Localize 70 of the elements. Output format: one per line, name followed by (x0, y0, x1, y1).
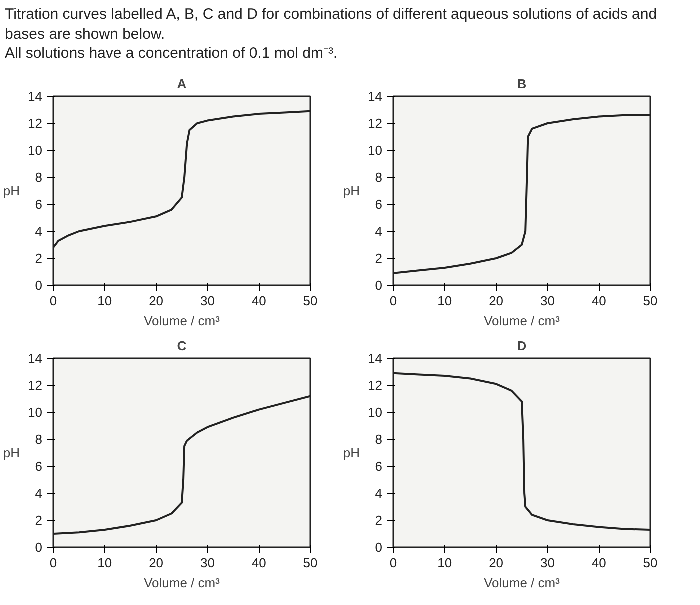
y-tick-label: 0 (375, 278, 383, 292)
x-tick-label: 10 (98, 293, 112, 308)
y-axis-title: pH (3, 445, 20, 460)
x-axis-title: Volume / cm³ (144, 575, 221, 590)
y-tick-label: 10 (28, 404, 43, 420)
text: Titration curves labelled A, B, C and D for combinations of different aqueous solutions of acids and bases are shown below. (5, 6, 658, 42)
x-tick-label: 20 (489, 293, 504, 308)
x-tick-label: 20 (149, 555, 164, 570)
chart-title: D (517, 338, 527, 353)
x-tick-label: 30 (200, 293, 215, 308)
y-tick-label: 12 (368, 378, 383, 392)
y-tick-label: 14 (368, 88, 383, 104)
y-tick-label: 8 (35, 170, 43, 184)
y-tick-label: 10 (368, 142, 383, 158)
x-tick-label: 50 (643, 293, 658, 308)
y-tick-label: 14 (28, 350, 43, 366)
y-tick-label: 2 (375, 250, 383, 266)
x-tick-label: 40 (592, 293, 606, 308)
y-tick-label: 12 (368, 116, 383, 130)
x-axis-title: Volume / cm³ (484, 575, 561, 590)
y-tick-label: 6 (35, 196, 43, 212)
x-tick-label: 40 (252, 555, 266, 570)
x-tick-label: 0 (390, 293, 398, 308)
y-tick-label: 12 (28, 116, 43, 130)
y-tick-label: 8 (35, 432, 43, 446)
x-tick-label: 20 (149, 293, 164, 308)
x-axis-title: Volume / cm³ (144, 313, 221, 328)
y-tick-label: 4 (35, 486, 43, 500)
chart-title: B (517, 76, 527, 91)
y-tick-label: 10 (28, 142, 43, 158)
y-tick-label: 4 (35, 224, 43, 238)
y-tick-label: 0 (35, 540, 43, 554)
y-tick-label: 14 (28, 88, 43, 104)
x-tick-label: 50 (303, 555, 318, 570)
x-tick-label: 40 (252, 293, 266, 308)
x-tick-label: 0 (50, 293, 58, 308)
y-tick-label: 6 (375, 196, 383, 212)
y-tick-label: 2 (375, 512, 383, 528)
x-tick-label: 50 (303, 293, 318, 308)
y-tick-label: 10 (368, 404, 383, 420)
y-tick-label: 8 (375, 170, 383, 184)
x-tick-label: 0 (50, 555, 58, 570)
text: All solutions have a concentration of 0.1 mol dm⁻³. (5, 45, 338, 62)
y-axis-title: pH (343, 445, 360, 460)
y-tick-label: 12 (28, 378, 43, 392)
x-tick-label: 30 (540, 293, 555, 308)
y-tick-label: 4 (375, 224, 383, 238)
y-tick-label: 6 (375, 458, 383, 474)
x-tick-label: 0 (390, 555, 398, 570)
y-tick-label: 0 (35, 278, 43, 292)
x-tick-label: 10 (438, 293, 452, 308)
y-tick-label: 2 (35, 250, 43, 266)
chart-title: A (177, 76, 188, 91)
y-tick-label: 6 (35, 458, 43, 474)
y-tick-label: 14 (368, 350, 383, 366)
x-tick-label: 10 (98, 555, 112, 570)
y-tick-label: 0 (375, 540, 383, 554)
x-tick-label: 20 (489, 555, 504, 570)
x-axis-title: Volume / cm³ (484, 313, 561, 328)
x-tick-label: 30 (540, 555, 555, 570)
y-axis-title: pH (3, 183, 20, 198)
x-tick-label: 40 (592, 555, 606, 570)
y-tick-label: 8 (375, 432, 383, 446)
x-tick-label: 50 (643, 555, 658, 570)
x-tick-label: 30 (200, 555, 215, 570)
y-axis-title: pH (343, 183, 360, 198)
chart-title: C (177, 338, 188, 353)
y-tick-label: 2 (35, 512, 43, 528)
x-tick-label: 10 (438, 555, 452, 570)
y-tick-label: 4 (375, 486, 383, 500)
